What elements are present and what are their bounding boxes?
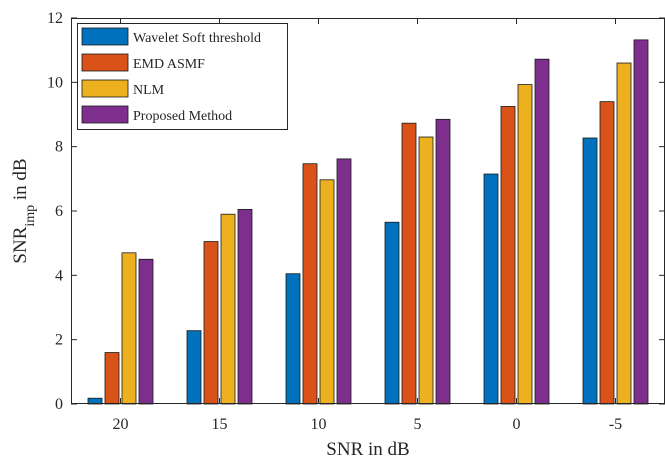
y-tick-label: 8 (55, 139, 63, 156)
bar-emd-asmf-15 (203, 241, 219, 405)
x-tick-label: -5 (609, 416, 622, 433)
bar-nlm-0 (517, 84, 533, 405)
bar-wavelet-soft-threshold-10 (285, 273, 301, 405)
bar-emd-asmf-10 (302, 163, 318, 405)
bar-proposed-method-15 (237, 208, 253, 405)
y-tick-label: 6 (55, 203, 63, 220)
x-tick-label: 20 (113, 416, 129, 433)
y-axis-label-suffix: in dB (10, 158, 31, 204)
y-tick-label: 0 (55, 396, 63, 413)
legend-label: EMD ASMF (133, 57, 205, 72)
bar-emd-asmf-0 (500, 106, 516, 405)
legend-label: Wavelet Soft threshold (133, 31, 261, 46)
legend-label: Proposed Method (133, 109, 232, 124)
axis-ticks: 0 2 4 6 8 10 12 20 15 10 5 0 -5 (47, 10, 665, 433)
x-axis-label: SNR in dB (326, 439, 409, 459)
bar-proposed-method--5 (633, 39, 649, 405)
y-axis-label: SNRimp in dB (10, 158, 38, 263)
bar-proposed-method-5 (435, 118, 451, 405)
bar-proposed-method-0 (534, 58, 550, 405)
bar-emd-asmf-5 (401, 122, 417, 405)
y-tick-label: 2 (55, 332, 63, 349)
y-axis-label-subscript: imp (23, 205, 38, 227)
legend: Wavelet Soft threshold EMD ASMF NLM Propose… (77, 23, 288, 130)
bar-wavelet-soft-threshold-0 (483, 173, 499, 405)
bar-proposed-method-20 (138, 258, 154, 405)
y-tick-label: 10 (47, 74, 63, 91)
bar-wavelet-soft-threshold--5 (582, 137, 598, 405)
bar-wavelet-soft-threshold-15 (186, 330, 202, 405)
x-tick-label: 5 (414, 416, 422, 433)
bar-nlm-20 (121, 252, 137, 405)
bar-proposed-method-10 (336, 158, 352, 405)
bar-emd-asmf--5 (599, 101, 615, 405)
bar-nlm-5 (418, 136, 434, 405)
legend-swatch (81, 105, 129, 124)
bar-nlm--5 (616, 62, 632, 405)
legend-swatch (81, 53, 129, 72)
bar-wavelet-soft-threshold-5 (384, 221, 400, 405)
x-tick-label: 0 (513, 416, 521, 433)
bars-layer (87, 39, 649, 405)
legend-label: NLM (133, 83, 165, 98)
legend-swatch (81, 79, 129, 98)
y-tick-label: 12 (47, 10, 63, 27)
y-axis-label-main: SNR (10, 226, 31, 263)
bar-nlm-15 (220, 213, 236, 405)
bar-nlm-10 (319, 179, 335, 405)
legend-swatch (81, 27, 129, 46)
x-tick-label: 15 (212, 416, 228, 433)
bar-emd-asmf-20 (104, 352, 120, 405)
y-tick-label: 4 (55, 267, 63, 284)
x-tick-label: 10 (311, 416, 327, 433)
